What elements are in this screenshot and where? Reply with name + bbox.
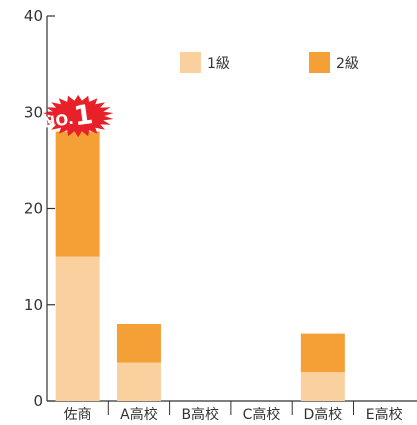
legend-swatch (309, 52, 330, 73)
badge-prefix-text: NO. (42, 110, 75, 132)
bar-segment (55, 256, 100, 401)
y-tick-label: 20 (24, 200, 43, 218)
legend: 1級 2級 (180, 52, 359, 73)
bar-segment (300, 372, 345, 401)
x-category-label: B高校 (181, 406, 219, 423)
y-tick-label: 10 (24, 296, 43, 314)
starburst-badge-shape (42, 94, 114, 138)
x-category-label: A高校 (120, 406, 158, 423)
legend-swatch (180, 52, 201, 73)
legend-label: 1級 (207, 56, 230, 72)
x-category-label: C高校 (243, 406, 281, 423)
bars (55, 131, 345, 401)
axes (46, 15, 417, 415)
legend-label: 2級 (336, 56, 359, 72)
y-tick-label: 40 (24, 7, 43, 25)
bar-segment (116, 324, 161, 363)
x-category-label: D高校 (303, 406, 342, 423)
bar-segment (116, 362, 161, 401)
badge-text-group: NO.1 (42, 99, 95, 132)
bar-segment (300, 333, 345, 373)
x-category-label: 佐商 (64, 407, 92, 423)
x-category-label: E高校 (366, 406, 403, 423)
badge-number-text: 1 (72, 99, 95, 132)
bar-segment (55, 131, 100, 257)
badge: NO.1 (42, 94, 114, 138)
y-tick-label: 30 (24, 103, 43, 121)
y-tick-label: 0 (33, 392, 43, 410)
labels: 0 10 20 30 40 佐商 A高校 B高校 C高校 D高校 E高校 (24, 7, 403, 423)
